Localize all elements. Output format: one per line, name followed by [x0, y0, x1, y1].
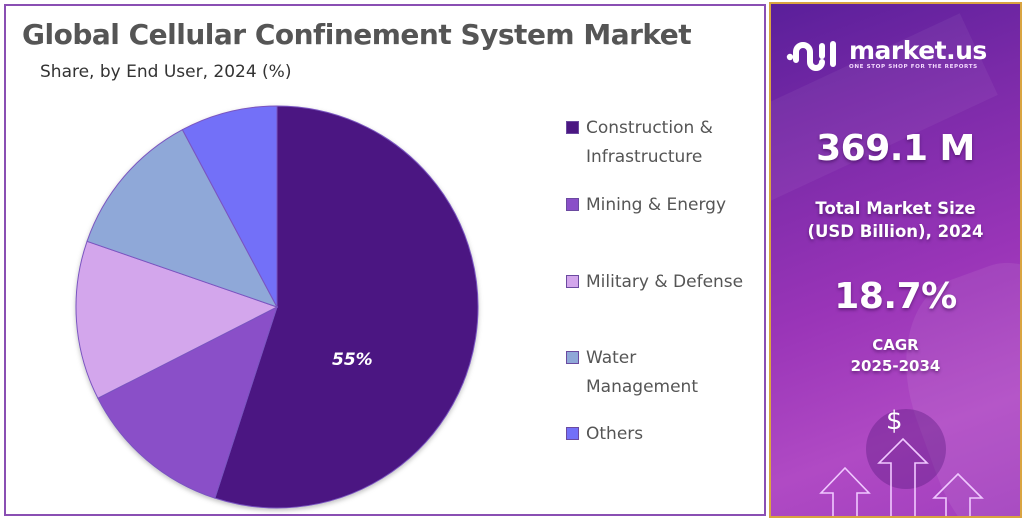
legend-swatch-icon: [566, 351, 579, 364]
legend-label: Others: [586, 424, 644, 444]
pie-slice: [97, 306, 278, 499]
growth-arrows-icon: [819, 437, 984, 516]
legend-item-mining: Mining & Energy: [566, 191, 766, 220]
pie-slice: [75, 240, 279, 399]
brand-name: market.us: [849, 36, 987, 65]
legend-item-others: Others: [566, 420, 766, 449]
pie-slice: [181, 105, 278, 308]
legend-item-construction: Construction & Infrastructure: [566, 114, 766, 172]
chart-subtitle: Share, by End User, 2024 (%): [40, 62, 292, 82]
legend-item-military: Military & Defense: [566, 268, 766, 297]
legend-swatch-icon: [566, 275, 579, 288]
legend-label: Construction & Infrastructure: [586, 118, 713, 167]
legend-swatch-icon: [566, 121, 579, 134]
cagr-value: 18.7%: [834, 276, 957, 317]
legend-label: Water Management: [586, 348, 698, 397]
dollar-icon: $: [886, 406, 903, 436]
market-size-value: 369.1 M: [816, 128, 975, 169]
background-decoration: [866, 409, 946, 489]
cagr-period: 2025-2034: [850, 357, 941, 375]
chart-panel: Global Cellular Confinement System Marke…: [4, 4, 766, 516]
cagr-label: CAGR: [872, 336, 919, 354]
summary-sidebar: market.us ONE STOP SHOP FOR THE REPORTS …: [769, 2, 1022, 518]
brand-tagline: ONE STOP SHOP FOR THE REPORTS: [849, 64, 978, 70]
pie-slice: [214, 105, 479, 509]
legend-label: Mining & Energy: [586, 195, 727, 215]
legend-swatch-icon: [566, 427, 579, 440]
market-us-logo-icon: [786, 41, 836, 71]
brand-logo: market.us ONE STOP SHOP FOR THE REPORTS: [785, 34, 987, 74]
legend-swatch-icon: [566, 198, 579, 211]
pie-data-label: 55%: [332, 350, 373, 370]
legend-item-water: Water Management: [566, 344, 736, 402]
pie-slice: [86, 128, 279, 308]
chart-title: Global Cellular Confinement System Marke…: [22, 18, 692, 51]
market-size-label-line2: (USD Billion), 2024: [807, 222, 984, 241]
market-size-label-line1: Total Market Size: [815, 199, 976, 218]
legend-label: Military & Defense: [586, 272, 744, 292]
pie-chart: 55%: [70, 98, 484, 512]
pie-chart-svg: [75, 105, 479, 509]
